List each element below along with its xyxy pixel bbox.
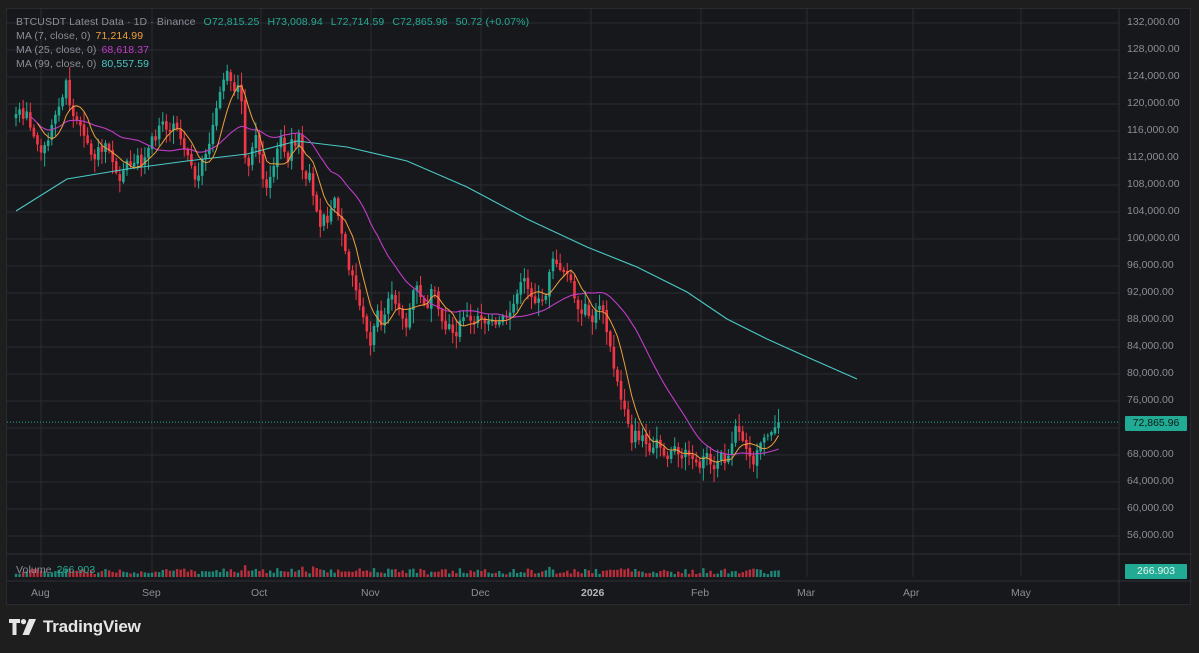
time-axis-label: Feb (691, 587, 710, 599)
price-axis-label: 56,000.00 (1127, 529, 1174, 541)
price-axis-label: 120,000.00 (1127, 97, 1180, 109)
interval[interactable]: 1D (133, 16, 148, 28)
time-axis-label: Mar (797, 587, 816, 599)
price-axis-label: 108,000.00 (1127, 178, 1180, 190)
change-value: 50.72 (+0.07%) (455, 16, 530, 28)
volume-value: 266.903 (56, 564, 96, 576)
price-axis-label: 112,000.00 (1127, 151, 1179, 163)
close-value: C72,865.96 (392, 16, 448, 28)
price-axis-label: 92,000.00 (1127, 286, 1174, 298)
price-axis-label: 80,000.00 (1127, 367, 1174, 379)
ma7-legend[interactable]: MA (7, close, 0) 71,214.99 (16, 30, 143, 42)
price-axis-label: 60,000.00 (1127, 502, 1174, 514)
price-axis-label: 100,000.00 (1127, 232, 1180, 244)
low-value: L72,714.59 (330, 16, 385, 28)
volume-label: Volume (16, 564, 52, 576)
ma25-legend[interactable]: MA (25, close, 0) 68,618.37 (16, 44, 149, 56)
time-axis-label: Nov (361, 587, 380, 599)
price-axis-label: 76,000.00 (1127, 394, 1174, 406)
chart-panel[interactable]: BTCUSDT Latest Data · 1D · Binance O72,8… (6, 8, 1192, 606)
time-axis-label: Apr (903, 587, 920, 599)
price-axis-label: 124,000.00 (1127, 70, 1180, 82)
ma7-label: MA (7, close, 0) (16, 30, 91, 42)
price-axis-label: 96,000.00 (1127, 259, 1174, 271)
time-axis-label: 2026 (581, 587, 605, 599)
price-axis-label: 64,000.00 (1127, 475, 1174, 487)
volume-tag: 266.903 (1125, 564, 1187, 579)
open-value: O72,815.25 (203, 16, 260, 28)
price-axis-label: 128,000.00 (1127, 43, 1180, 55)
time-axis-label: Oct (251, 587, 268, 599)
price-axis-label: 132,000.00 (1127, 16, 1180, 28)
exchange: Binance (156, 16, 196, 28)
tradingview-logo[interactable]: TradingView (9, 617, 141, 637)
tradingview-logo-icon (9, 619, 36, 635)
high-value: H73,008.94 (267, 16, 323, 28)
separator: · (150, 16, 157, 28)
price-axis-label: 68,000.00 (1127, 448, 1174, 460)
price-axis-label: 104,000.00 (1127, 205, 1180, 217)
ma99-legend[interactable]: MA (99, close, 0) 80,557.59 (16, 58, 149, 70)
time-axis-label: Aug (31, 587, 50, 599)
symbol-legend: BTCUSDT Latest Data · 1D · Binance O72,8… (16, 16, 529, 28)
last-price-tag: 72,865.96 (1125, 416, 1187, 431)
symbol-name: BTCUSDT Latest Data (16, 16, 124, 28)
time-axis-label: May (1011, 587, 1031, 599)
ma25-label: MA (25, close, 0) (16, 44, 97, 56)
volume-legend[interactable]: Volume 266.903 (16, 564, 95, 576)
separator: · (126, 16, 134, 28)
ma25-value: 68,618.37 (101, 44, 150, 56)
brand-name: TradingView (43, 617, 141, 636)
ma99-label: MA (99, close, 0) (16, 58, 97, 70)
price-chart[interactable] (7, 9, 1192, 606)
ma7-value: 71,214.99 (95, 30, 144, 42)
price-axis-label: 116,000.00 (1127, 124, 1179, 136)
price-axis-label: 88,000.00 (1127, 313, 1174, 325)
time-axis-label: Sep (142, 587, 161, 599)
price-axis-label: 84,000.00 (1127, 340, 1174, 352)
time-axis-label: Dec (471, 587, 490, 599)
ma99-value: 80,557.59 (101, 58, 150, 70)
